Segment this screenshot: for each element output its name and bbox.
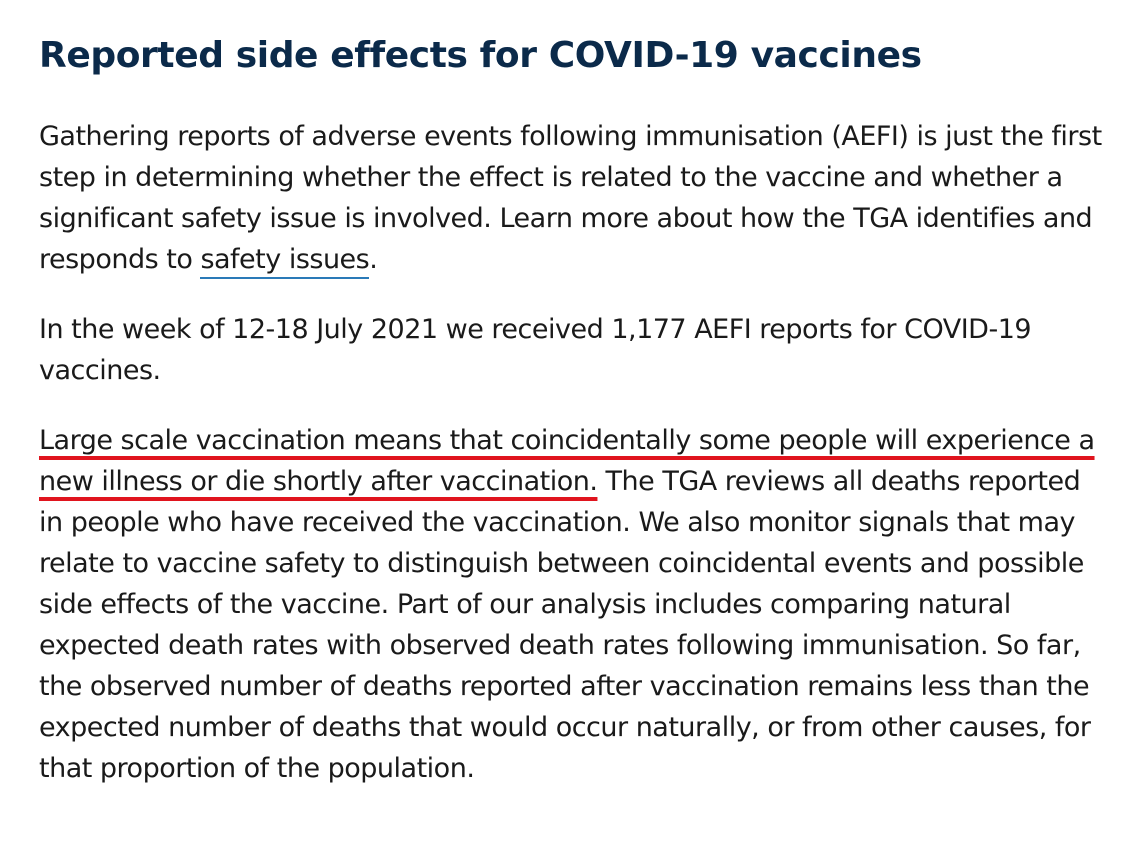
page-title: Reported side effects for COVID-19 vacci… bbox=[39, 35, 922, 76]
intro-end: . bbox=[369, 244, 378, 275]
article-section: Reported side effects for COVID-19 vacci… bbox=[39, 0, 1109, 789]
deaths-paragraph: Large scale vaccination means that coinc… bbox=[39, 420, 1109, 789]
intro-paragraph: Gathering reports of adverse events foll… bbox=[39, 116, 1109, 280]
intro-text: Gathering reports of adverse events foll… bbox=[39, 121, 1102, 275]
highlighted-sentence: Large scale vaccination means that coinc… bbox=[39, 425, 1095, 497]
safety-issues-link[interactable]: safety issues bbox=[200, 244, 370, 279]
weekly-report-paragraph: In the week of 12-18 July 2021 we receiv… bbox=[39, 314, 1032, 386]
deaths-text: The TGA reviews all deaths reported in p… bbox=[39, 466, 1091, 784]
